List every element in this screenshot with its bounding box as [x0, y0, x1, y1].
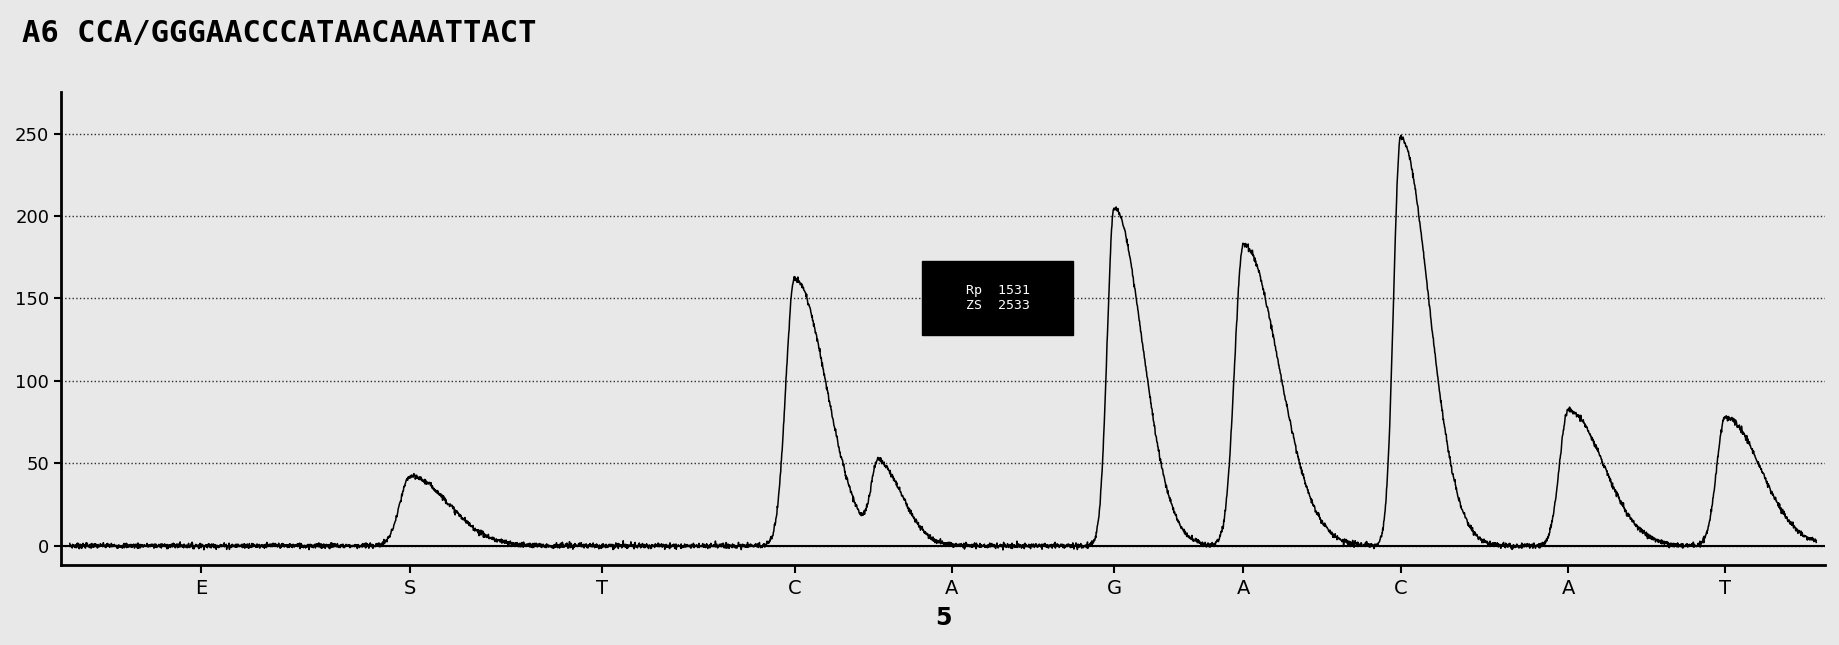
Text: A6 CCA/GGGAACCCATAACAAATTACT: A6 CCA/GGGAACCCATAACAAATTACT — [22, 19, 537, 48]
X-axis label: 5: 5 — [934, 606, 951, 630]
Text: Rp  1531
ZS  2533: Rp 1531 ZS 2533 — [965, 284, 1030, 312]
FancyBboxPatch shape — [921, 261, 1072, 335]
